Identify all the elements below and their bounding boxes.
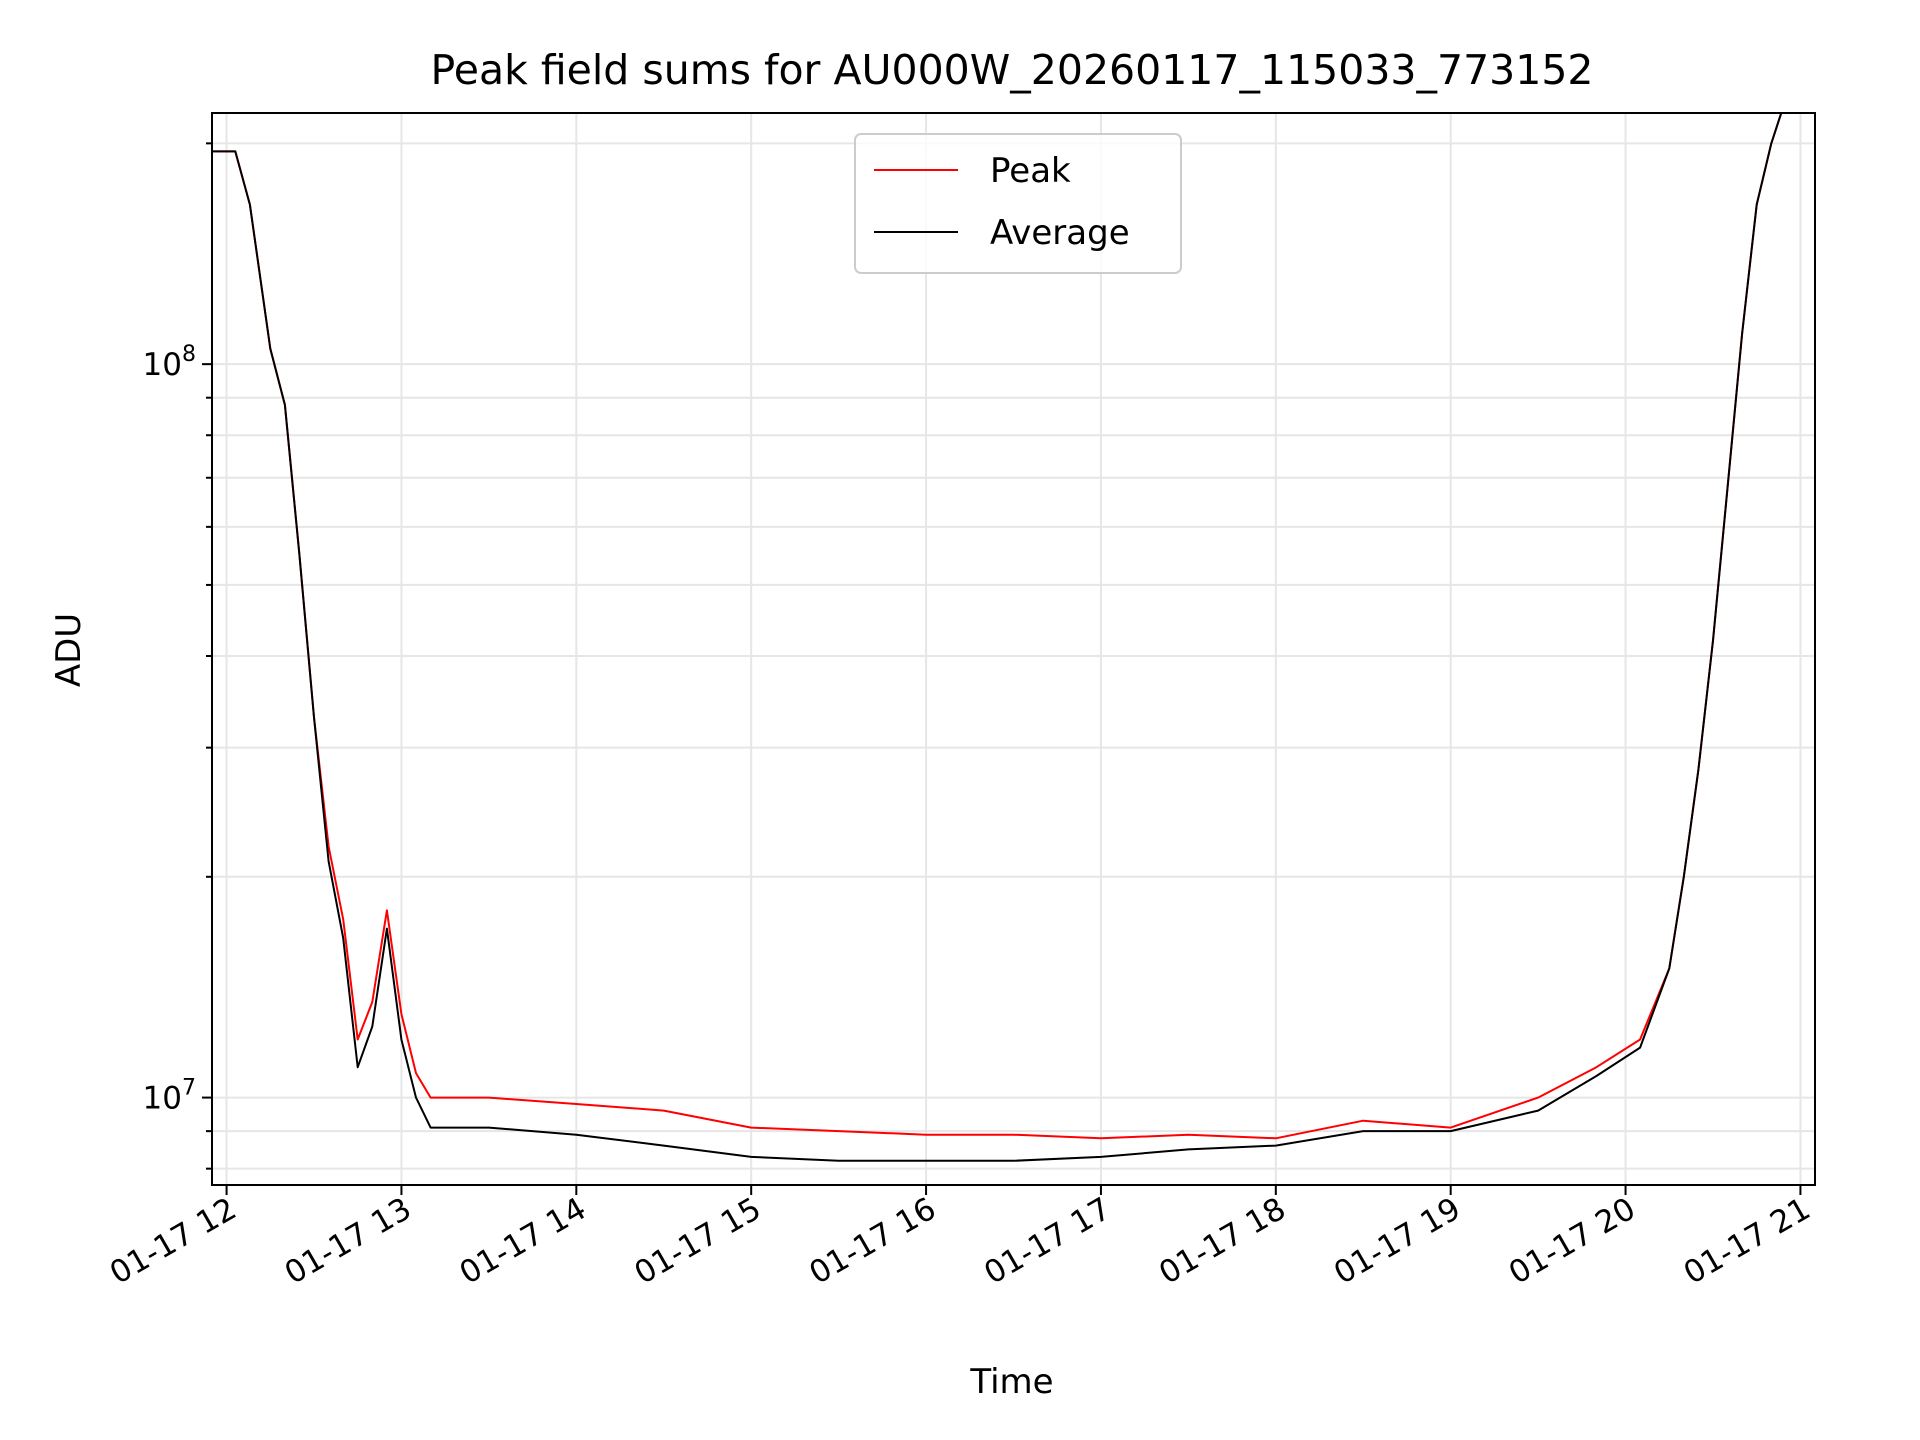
chart-title: Peak field sums for AU000W_20260117_1150… xyxy=(430,46,1593,94)
series-line-average xyxy=(212,113,1783,1162)
series-group xyxy=(212,113,1783,1162)
legend-label-peak: Peak xyxy=(990,151,1071,191)
legend-label-average: Average xyxy=(990,213,1130,253)
y-axis-label: ADU xyxy=(49,613,89,687)
y-tick-label: 108 xyxy=(143,342,196,383)
y-ticks: 107 108 xyxy=(143,142,212,1170)
grid-lines xyxy=(212,113,1815,1185)
x-axis-label: Time xyxy=(969,1362,1053,1402)
legend: Peak Average xyxy=(854,133,1182,274)
plot-frame xyxy=(211,112,1816,1186)
y-tick-label: 107 xyxy=(143,1076,196,1117)
legend-box xyxy=(854,133,1182,274)
